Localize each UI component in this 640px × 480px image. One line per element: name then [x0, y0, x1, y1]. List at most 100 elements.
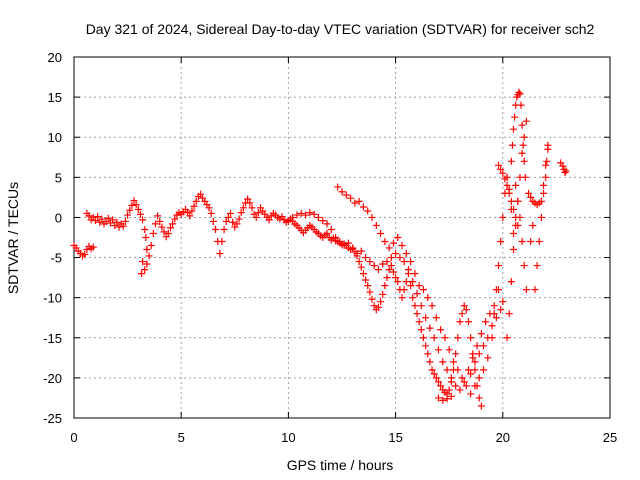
- data-point: [519, 141, 527, 149]
- data-point: [512, 221, 520, 229]
- data-point: [419, 334, 427, 342]
- data-point: [515, 88, 523, 96]
- data-point: [507, 197, 515, 205]
- data-point: [480, 342, 488, 350]
- data-point: [413, 310, 421, 318]
- data-point: [428, 366, 436, 374]
- data-point: [424, 294, 432, 302]
- data-point: [323, 229, 331, 237]
- data-point: [531, 286, 539, 294]
- data-point: [362, 276, 370, 284]
- data-point: [302, 211, 310, 219]
- data-point: [205, 204, 213, 212]
- data-point: [432, 374, 440, 382]
- data-point: [209, 217, 217, 225]
- data-point: [443, 395, 451, 403]
- data-point: [347, 194, 355, 202]
- data-point: [473, 342, 481, 350]
- data-point: [434, 378, 442, 386]
- y-tick-label: 10: [48, 130, 62, 145]
- data-point: [475, 394, 483, 402]
- data-point: [529, 221, 537, 229]
- data-point: [229, 218, 237, 226]
- data-point: [542, 161, 550, 169]
- data-point: [522, 286, 530, 294]
- x-tick-label: 0: [70, 430, 77, 445]
- data-point: [89, 243, 97, 251]
- y-tick-label: -20: [43, 371, 62, 386]
- data-point: [222, 217, 230, 225]
- data-point: [220, 225, 228, 233]
- data-point: [246, 199, 254, 207]
- data-point: [428, 302, 436, 310]
- plot-frame: [73, 56, 611, 419]
- data-point: [516, 213, 524, 221]
- data-point: [385, 244, 393, 252]
- data-point: [471, 382, 479, 390]
- data-point: [443, 366, 451, 374]
- data-point: [139, 258, 147, 266]
- data-point: [520, 262, 528, 270]
- data-point: [543, 157, 551, 165]
- data-point: [467, 390, 475, 398]
- data-point: [510, 205, 518, 213]
- data-point: [377, 298, 385, 306]
- data-point: [424, 350, 432, 358]
- data-point: [460, 378, 468, 386]
- data-point: [452, 382, 460, 390]
- data-point: [417, 326, 425, 334]
- data-point: [462, 306, 470, 314]
- data-point: [490, 302, 498, 310]
- data-point: [377, 229, 385, 237]
- data-point: [366, 258, 374, 266]
- y-axis-title: SDTVAR / TECUs: [5, 182, 21, 294]
- data-point: [381, 238, 389, 246]
- data-point: [409, 278, 417, 286]
- data-point: [492, 286, 500, 294]
- data-point: [415, 282, 423, 290]
- data-point: [332, 234, 340, 241]
- data-point: [136, 210, 144, 218]
- data-point: [434, 394, 442, 402]
- data-point: [497, 238, 505, 246]
- data-point: [471, 366, 479, 374]
- x-tick-label: 25: [603, 430, 617, 445]
- data-point: [353, 250, 361, 258]
- data-point: [398, 294, 406, 302]
- data-point: [218, 238, 226, 246]
- data-point: [138, 270, 146, 278]
- data-point: [323, 220, 331, 228]
- data-point: [227, 209, 235, 217]
- data-point: [239, 204, 247, 212]
- data-point: [85, 212, 93, 220]
- data-point: [475, 350, 483, 358]
- data-point: [540, 189, 548, 197]
- data-point: [244, 195, 252, 203]
- data-point: [430, 370, 438, 378]
- data-point: [495, 161, 503, 169]
- data-point: [212, 225, 220, 233]
- data-point: [91, 217, 99, 225]
- data-point: [381, 282, 389, 290]
- data-point: [196, 190, 204, 198]
- data-point: [497, 306, 505, 314]
- data-point: [139, 216, 147, 224]
- data-point: [488, 322, 496, 330]
- data-point: [562, 167, 570, 175]
- data-point: [458, 310, 466, 318]
- data-point: [525, 189, 533, 197]
- data-point: [462, 382, 470, 390]
- data-point: [254, 209, 262, 217]
- data-point: [119, 222, 127, 230]
- data-point: [411, 270, 419, 278]
- data-point: [508, 141, 516, 149]
- data-point: [475, 374, 483, 382]
- data-point: [81, 250, 89, 258]
- data-point: [484, 354, 492, 362]
- data-point: [145, 252, 153, 260]
- data-point: [535, 238, 543, 246]
- data-point: [430, 334, 438, 342]
- data-point: [166, 224, 174, 232]
- data-point: [171, 215, 179, 223]
- data-point: [364, 207, 372, 215]
